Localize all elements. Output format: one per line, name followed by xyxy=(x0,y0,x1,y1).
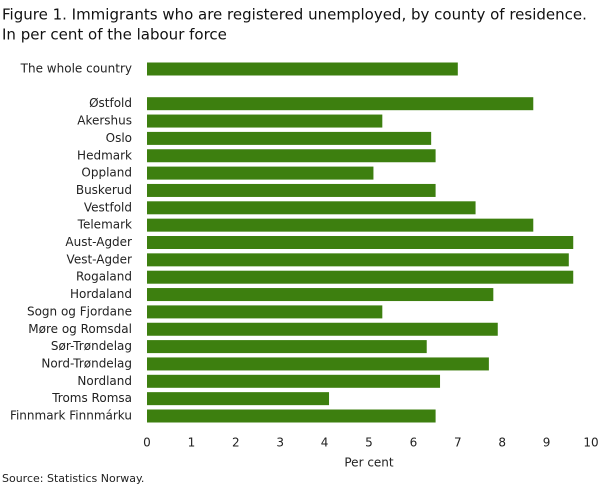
bar xyxy=(147,322,498,336)
bar xyxy=(147,270,574,284)
bar xyxy=(147,149,436,163)
x-tick-label: 3 xyxy=(276,436,284,450)
y-tick-label: Nord-Trøndelag xyxy=(41,356,132,370)
y-tick-label: Finnmark Finnmárku xyxy=(10,409,132,423)
y-tick-label: Aust-Agder xyxy=(65,235,132,249)
bar xyxy=(147,131,432,145)
x-axis-label: Per cent xyxy=(344,456,394,470)
y-tick-label: Vest-Agder xyxy=(67,252,133,266)
bar xyxy=(147,97,534,111)
y-tick-label: Hedmark xyxy=(77,148,132,162)
x-tick-label: 8 xyxy=(498,436,506,450)
y-tick-label: Buskerud xyxy=(76,183,132,197)
bar xyxy=(147,166,374,180)
bar xyxy=(147,201,476,215)
bar xyxy=(147,236,574,249)
bar xyxy=(147,288,494,302)
bar xyxy=(147,62,458,76)
x-tick-label: 1 xyxy=(188,436,196,450)
x-tick-label: 0 xyxy=(143,436,151,450)
bar xyxy=(147,357,489,371)
y-tick-label: Rogaland xyxy=(76,270,132,284)
y-tick-label: Sogn og Fjordane xyxy=(27,304,132,318)
y-tick-label: The whole country xyxy=(20,62,132,76)
chart-subtitle: In per cent of the labour force xyxy=(2,26,227,44)
bar xyxy=(147,253,569,267)
y-tick-label: Troms Romsa xyxy=(51,391,132,405)
x-tick-label: 9 xyxy=(543,436,551,450)
y-tick-label: Akershus xyxy=(77,114,132,128)
x-tick-label: 4 xyxy=(321,436,329,450)
x-tick-label: 6 xyxy=(410,436,418,450)
y-tick-label: Sør-Trøndelag xyxy=(51,339,132,353)
chart-title: Figure 1. Immigrants who are registered … xyxy=(2,6,587,24)
bar xyxy=(147,392,330,406)
y-tick-label: Hordaland xyxy=(70,287,132,301)
y-tick-label: Østfold xyxy=(89,96,132,110)
y-tick-label: Telemark xyxy=(77,218,132,232)
y-tick-label: Møre og Romsdal xyxy=(28,322,132,336)
x-tick-label: 2 xyxy=(232,436,240,450)
source: Source: Statistics Norway. xyxy=(2,472,144,485)
bar xyxy=(147,409,436,423)
bar xyxy=(147,218,534,232)
x-tick-label: 10 xyxy=(583,436,598,450)
bar xyxy=(147,340,427,354)
bar xyxy=(147,183,436,197)
y-tick-label: Oppland xyxy=(81,166,132,180)
x-tick-label: 5 xyxy=(365,436,373,450)
bar xyxy=(147,114,383,128)
y-tick-label: Vestfold xyxy=(84,200,132,214)
bar xyxy=(147,305,383,319)
bar xyxy=(147,374,441,388)
y-tick-label: Nordland xyxy=(77,374,132,388)
x-tick-label: 7 xyxy=(454,436,462,450)
y-tick-label: Oslo xyxy=(106,131,132,145)
